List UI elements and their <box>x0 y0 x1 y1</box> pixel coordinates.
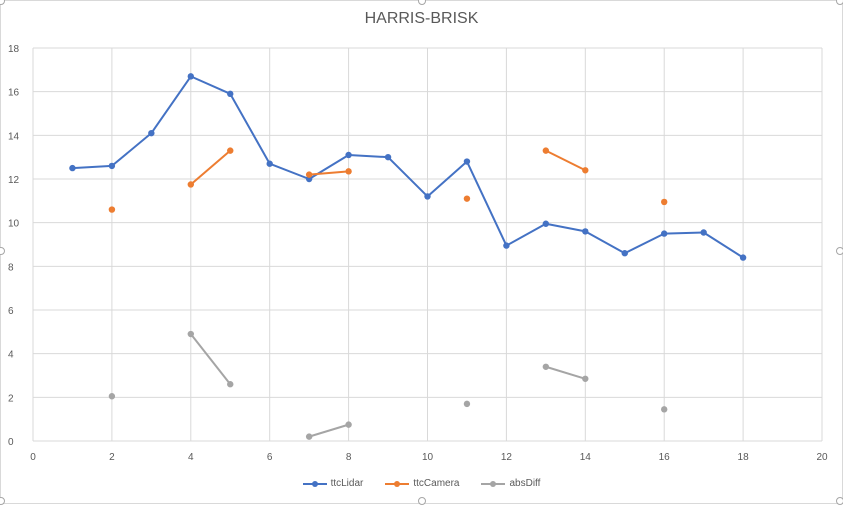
legend-item-ttcLidar: ttcLidar <box>302 478 364 489</box>
data-point <box>227 147 234 154</box>
y-tick-label: 0 <box>8 437 14 448</box>
x-tick-label: 8 <box>346 452 352 463</box>
legend-label: ttcCamera <box>413 478 460 489</box>
x-tick-label: 14 <box>580 452 592 463</box>
data-point <box>148 129 155 137</box>
series-line <box>72 75 744 259</box>
y-tick-label: 16 <box>8 88 20 99</box>
resize-handle-left[interactable] <box>0 247 5 255</box>
data-point <box>187 73 194 80</box>
data-point <box>621 250 628 257</box>
data-point <box>661 406 668 413</box>
y-tick-label: 2 <box>8 393 14 404</box>
data-point <box>345 168 352 175</box>
x-tick-label: 4 <box>188 452 194 463</box>
data-point <box>305 433 313 440</box>
data-point <box>187 181 194 188</box>
data-point <box>542 147 550 154</box>
data-point <box>345 151 352 159</box>
data-point <box>542 220 550 227</box>
resize-handle-right[interactable] <box>836 247 843 255</box>
x-tick-label: 20 <box>816 452 828 463</box>
data-point <box>108 393 116 400</box>
chart-title: HARRIS-BRISK <box>364 10 479 27</box>
resize-handle-top-right[interactable] <box>836 0 843 5</box>
series-line <box>308 423 349 438</box>
x-tick-label: 0 <box>30 452 36 463</box>
y-tick-label: 10 <box>8 219 20 230</box>
series-line <box>545 365 586 380</box>
data-point <box>227 381 234 388</box>
y-tick-label: 8 <box>8 262 14 273</box>
data-point <box>542 363 550 370</box>
data-point <box>700 229 707 236</box>
legend-label: ttcLidar <box>330 478 364 489</box>
x-tick-label: 10 <box>422 452 434 463</box>
data-point <box>661 198 668 206</box>
y-tick-label: 18 <box>8 44 20 55</box>
data-point <box>582 167 589 174</box>
series-line <box>545 149 586 172</box>
series-absDiff <box>108 330 668 440</box>
x-tick-label: 18 <box>738 452 750 463</box>
data-point <box>424 193 431 200</box>
data-point <box>503 242 510 249</box>
data-point <box>227 90 234 98</box>
legend-marker-icon <box>481 479 506 489</box>
x-tick-label: 16 <box>659 452 671 463</box>
data-point <box>582 375 589 382</box>
series-line <box>190 149 231 186</box>
gridlines <box>32 47 823 442</box>
x-tick-label: 12 <box>501 452 513 463</box>
data-point <box>661 230 668 237</box>
legend-marker-icon <box>385 479 410 489</box>
resize-handle-top[interactable] <box>418 0 426 5</box>
series-line <box>190 333 232 385</box>
legend: ttcLidar ttcCamera absDiff <box>0 478 843 489</box>
legend-label: absDiff <box>509 478 541 489</box>
data-point <box>739 254 747 261</box>
data-point <box>266 160 273 167</box>
series-line <box>309 170 349 176</box>
resize-handle-top-left[interactable] <box>0 0 5 5</box>
x-axis-ticks: 0 2 4 6 8 10 12 14 16 18 20 <box>30 452 828 463</box>
data-point <box>187 330 194 338</box>
data-point <box>108 162 116 170</box>
data-point <box>463 158 471 165</box>
legend-item-absDiff: absDiff <box>481 478 540 489</box>
series-layer <box>69 73 747 440</box>
series-ttcCamera <box>108 147 668 213</box>
data-point <box>69 164 76 172</box>
data-point <box>582 228 589 235</box>
data-point <box>463 195 471 202</box>
y-tick-label: 12 <box>8 175 20 186</box>
legend-marker-icon <box>302 479 327 489</box>
x-tick-label: 2 <box>109 452 115 463</box>
data-point <box>305 171 313 178</box>
legend-item-ttcCamera: ttcCamera <box>385 478 459 489</box>
data-point <box>108 206 116 213</box>
y-axis-ticks: 0 2 4 6 8 10 12 14 16 18 <box>8 44 20 448</box>
y-tick-label: 4 <box>8 350 14 361</box>
data-point <box>345 421 352 428</box>
y-tick-label: 6 <box>8 306 14 317</box>
y-tick-label: 14 <box>8 131 20 142</box>
data-point <box>463 400 471 408</box>
data-point <box>384 153 392 161</box>
series-ttcLidar <box>69 73 747 261</box>
x-tick-label: 6 <box>267 452 273 463</box>
